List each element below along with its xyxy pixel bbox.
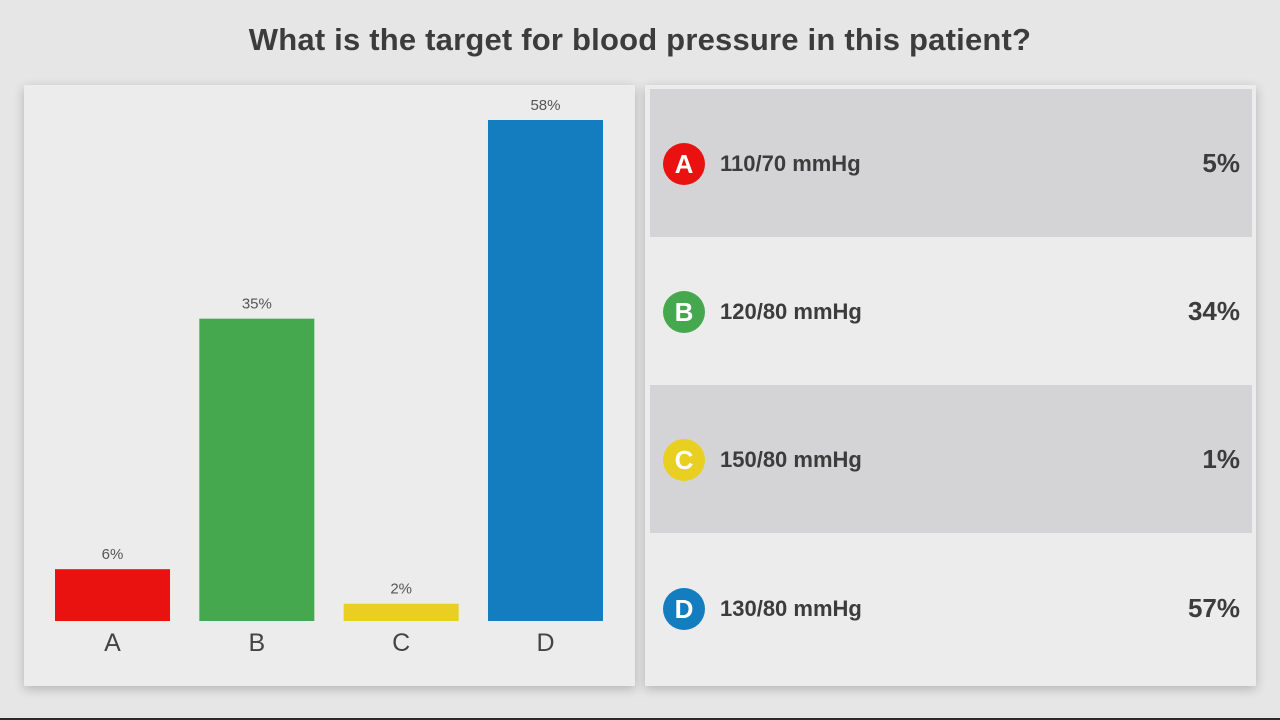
bar-value-label-a: 6% <box>102 546 124 563</box>
answer-text-d: 130/80 mmHg <box>720 596 862 621</box>
bar-d <box>487 120 603 621</box>
answer-percent-a: 5% <box>1202 148 1240 178</box>
answer-row-a[interactable]: A 110/70 mmHg 5% <box>650 89 1252 237</box>
bar-b <box>199 318 315 621</box>
answers-panel: A 110/70 mmHg 5% B 120/80 mmHg 34% C 150… <box>645 85 1256 686</box>
answer-badge-b: B <box>663 291 705 333</box>
answer-row-d[interactable]: D 130/80 mmHg 57% <box>650 534 1252 682</box>
answer-badge-a: A <box>663 143 705 185</box>
answer-badge-c: C <box>663 439 705 481</box>
answer-row-c[interactable]: C 150/80 mmHg 1% <box>650 385 1252 533</box>
question-title: What is the target for blood pressure in… <box>248 22 1032 57</box>
bar-c <box>343 603 459 621</box>
answer-badge-d: D <box>663 588 705 630</box>
answer-text-a: 110/70 mmHg <box>720 151 861 176</box>
category-label-b: B <box>248 629 265 657</box>
bottom-divider <box>0 718 1280 720</box>
answer-text-c: 150/80 mmHg <box>720 447 862 472</box>
answer-text-b: 120/80 mmHg <box>720 299 862 324</box>
bar-a <box>55 569 170 621</box>
bar-value-label-c: 2% <box>390 581 412 598</box>
answer-percent-c: 1% <box>1202 444 1240 474</box>
results-chart-panel: 6% A 35% B 2% C 58% D <box>24 85 635 686</box>
answer-row-b[interactable]: B 120/80 mmHg 34% <box>650 237 1252 385</box>
category-label-a: A <box>104 629 121 657</box>
bar-value-label-b: 35% <box>242 296 272 313</box>
answer-percent-d: 57% <box>1187 593 1240 623</box>
category-label-c: C <box>392 629 410 657</box>
results-bar-chart: 6% A 35% B 2% C 58% D <box>55 97 603 657</box>
answer-percent-b: 34% <box>1187 296 1240 326</box>
bar-value-label-d: 58% <box>530 97 560 114</box>
category-label-d: D <box>536 629 554 657</box>
